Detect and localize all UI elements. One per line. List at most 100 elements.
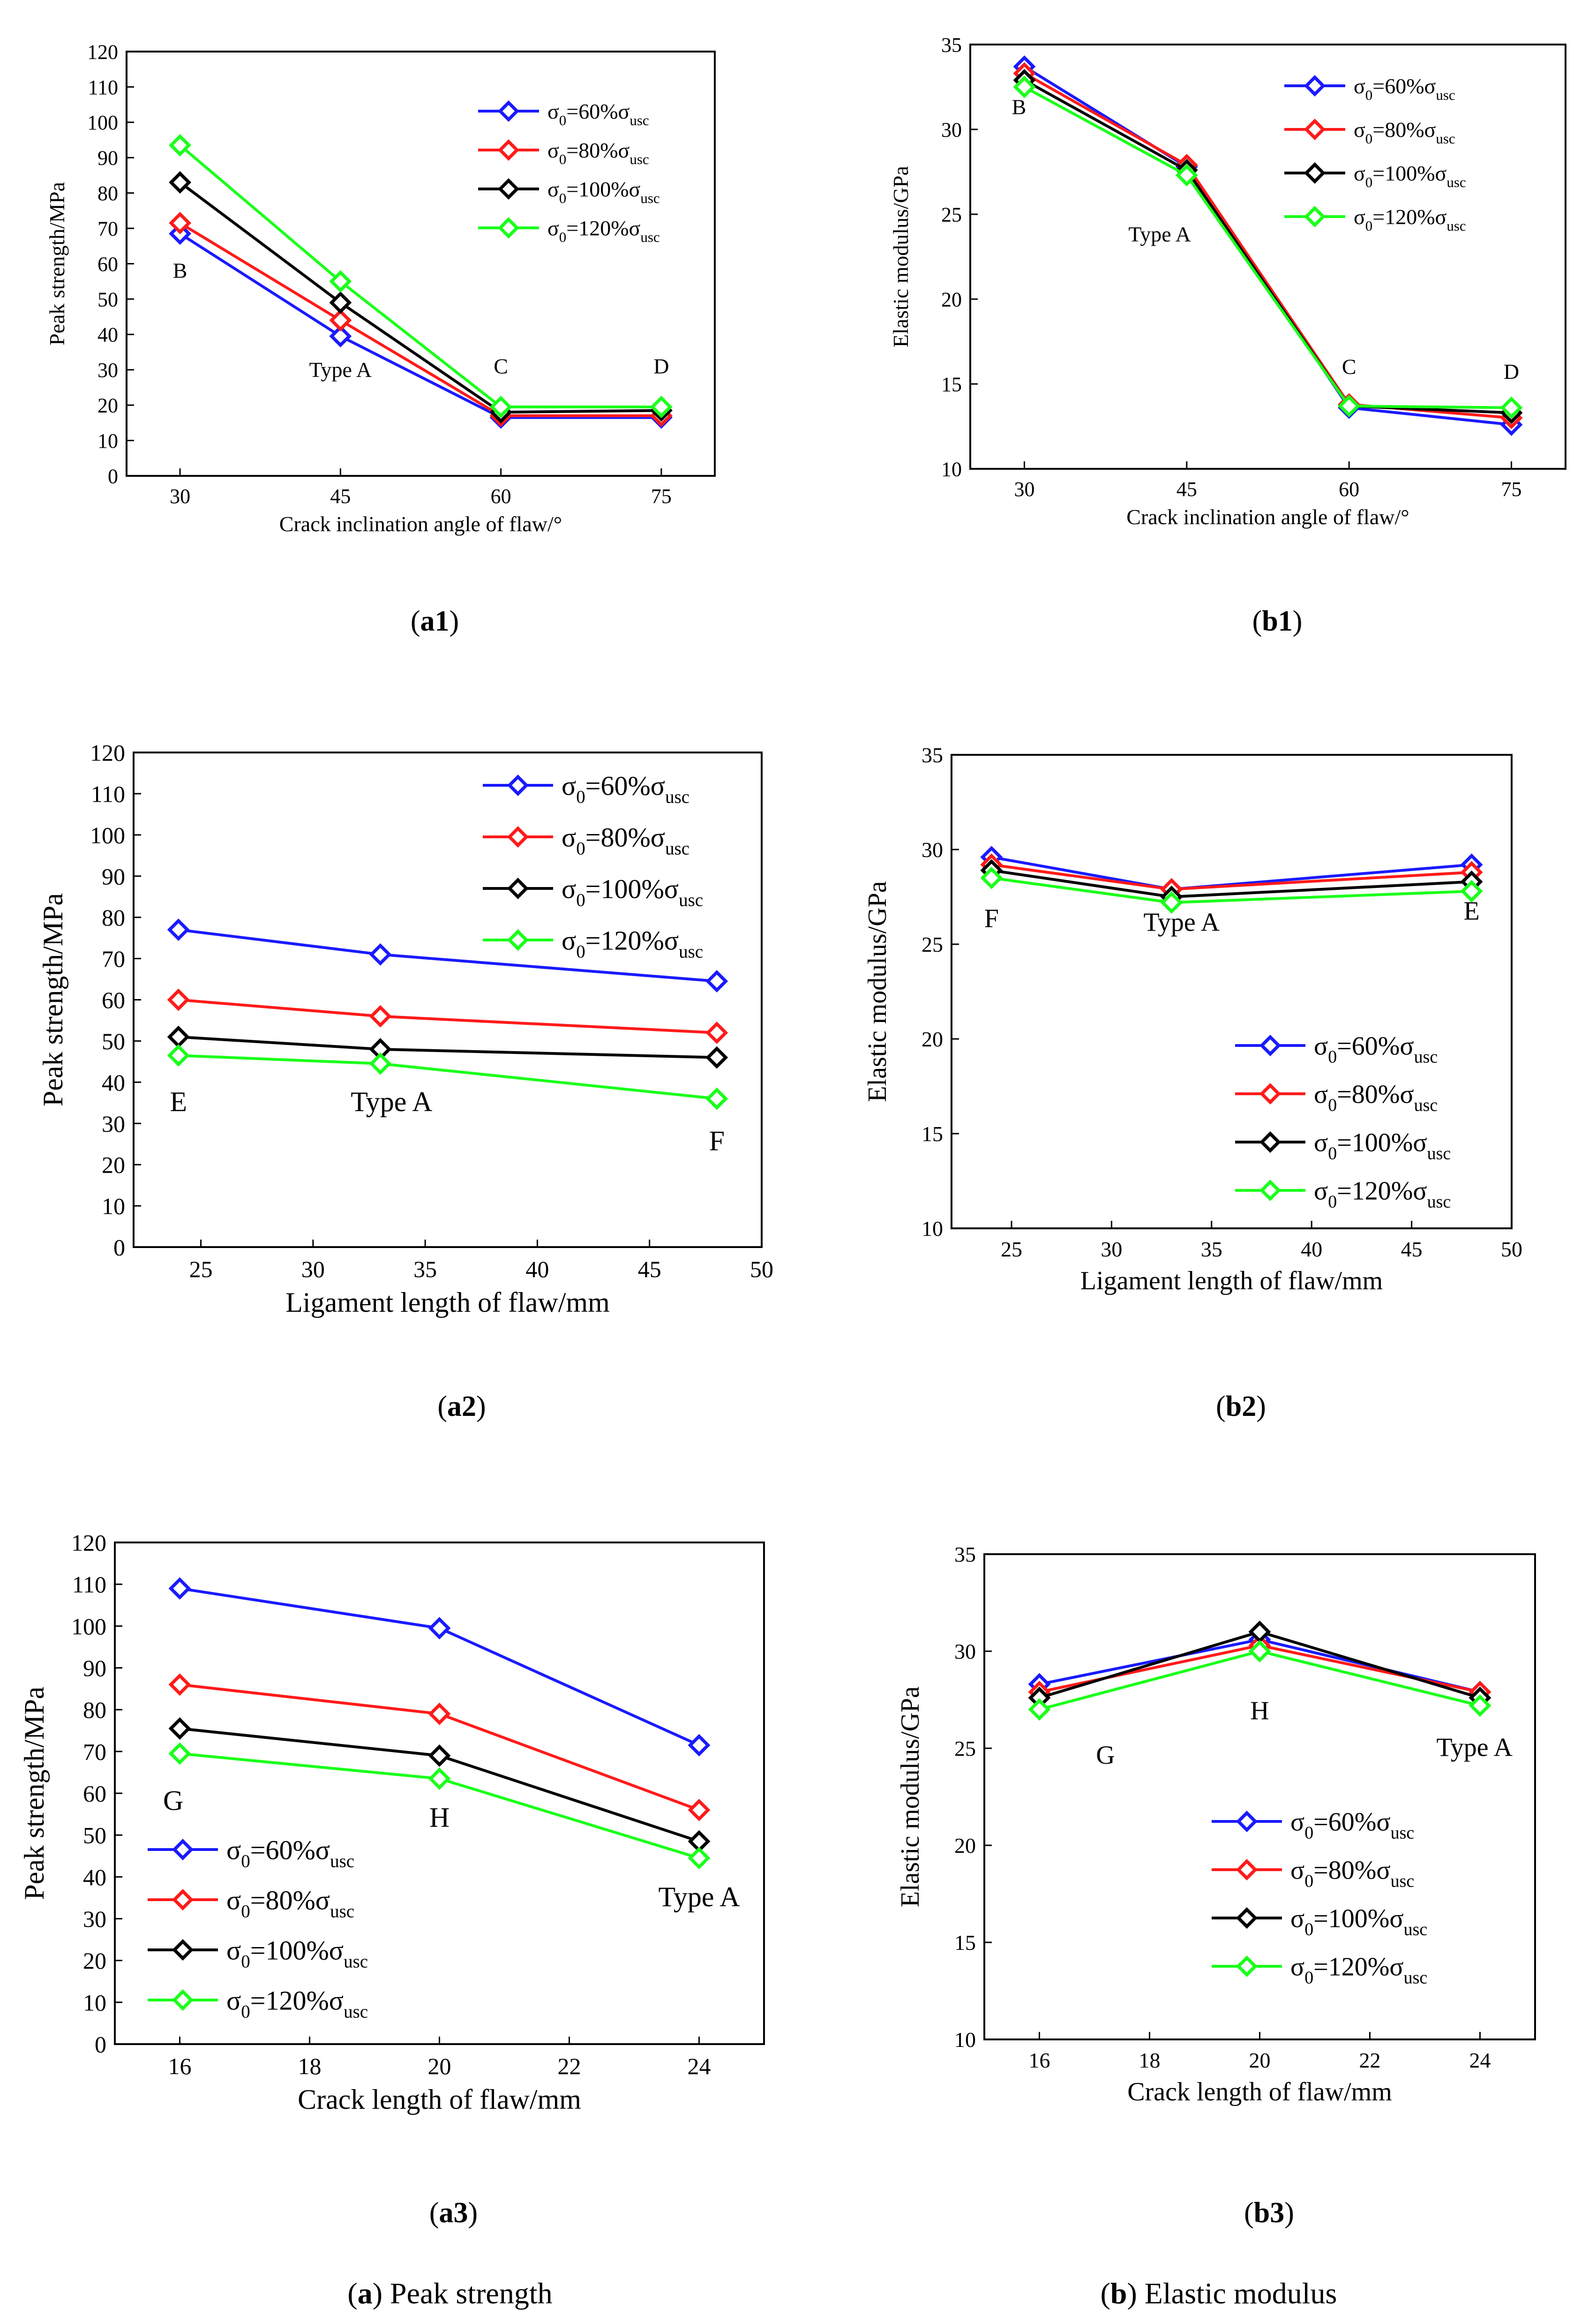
- data-point: [705, 970, 728, 993]
- legend-label-part: =60%σ: [1337, 1032, 1414, 1061]
- data-point: [329, 270, 352, 293]
- y-tick-label: 25: [922, 933, 943, 956]
- x-tick-label: 25: [189, 1256, 213, 1282]
- data-point: [329, 309, 352, 332]
- x-tick-label: 60: [1339, 478, 1359, 501]
- series-line: [1023, 72, 1512, 420]
- y-tick-label: 25: [954, 1737, 976, 1760]
- panel-caption-close: ): [450, 605, 459, 637]
- y-tick-label: 30: [83, 1906, 106, 1932]
- chart-panel-b3: 10 15 20 25 30 35 16 18 20 22 24 Crack length of fl…: [896, 1542, 1536, 2229]
- legend-label-part: 0: [1304, 1823, 1313, 1843]
- data-point: [1500, 396, 1523, 419]
- legend-label-part: σ: [226, 1885, 241, 1915]
- y-tick-label: 0: [113, 1234, 125, 1261]
- chart-panel-a3: 0 10 20 30 40 50 60 70 80 90 100 110 120 16 18 20 22 24 Cr…: [19, 1530, 765, 2229]
- y-tick-label: 60: [102, 987, 125, 1013]
- x-axis-label: Ligament length of flaw/mm: [285, 1287, 610, 1318]
- legend-label-part: =80%σ: [250, 1885, 330, 1915]
- y-tick-label: 20: [83, 1948, 106, 1974]
- panel-caption: (a3): [429, 2197, 478, 2229]
- legend-marker: [172, 1889, 194, 1910]
- y-tick-label: 10: [922, 1217, 943, 1241]
- x-tick-label: 75: [651, 485, 672, 508]
- legend-label-part: =80%σ: [1313, 1856, 1390, 1885]
- y-tick-label: 20: [941, 288, 962, 311]
- legend-label-part: 0: [1328, 1047, 1337, 1067]
- legend-label-part: 0: [559, 112, 567, 128]
- panel-caption: (b3): [1244, 2197, 1294, 2229]
- data-point: [167, 1025, 190, 1048]
- legend-label-part: =80%σ: [1372, 118, 1436, 142]
- y-tick-label: 30: [97, 359, 118, 382]
- legend-marker: [498, 139, 519, 161]
- panel-caption-open: (: [437, 1391, 447, 1422]
- y-tick-label: 25: [941, 203, 962, 226]
- data-point: [168, 1742, 191, 1765]
- series-line: [1024, 85, 1512, 409]
- legend-label-part: =100%σ: [250, 1935, 344, 1965]
- y-tick-label: 35: [941, 33, 962, 56]
- y-tick-label: 30: [941, 118, 962, 141]
- series-line: [179, 181, 661, 414]
- y-tick-label: 60: [83, 1781, 106, 1807]
- panel-caption-open: (: [1252, 605, 1262, 637]
- legend-label-part: σ: [1314, 1177, 1328, 1206]
- y-tick-label: 30: [922, 838, 943, 862]
- caption-elastic-modulus: (b) Elastic modulus: [1100, 2277, 1337, 2310]
- legend-label-part: σ: [226, 1835, 241, 1865]
- legend-label-part: =60%σ: [1313, 1808, 1390, 1837]
- y-tick-label: 35: [922, 743, 943, 767]
- caption-b-letter: b: [1110, 2277, 1127, 2310]
- legend-marker: [1236, 1955, 1258, 1977]
- legend-label-part: =100%σ: [1372, 161, 1446, 185]
- panel-caption-close: ): [1256, 1391, 1266, 1422]
- legend-label: σ0=120%σusc: [562, 925, 703, 962]
- legend-label-part: usc: [1404, 1968, 1428, 1988]
- legend-label-part: usc: [1391, 1823, 1415, 1843]
- legend-label-part: usc: [1427, 1192, 1451, 1212]
- x-axis-label: Crack inclination angle of flaw/°: [1126, 505, 1409, 529]
- data-point: [169, 134, 192, 157]
- panel-caption-label: a2: [447, 1391, 476, 1422]
- legend-label-part: σ: [1354, 74, 1365, 98]
- legend-label-part: 0: [576, 838, 585, 858]
- legend-label-part: usc: [330, 1851, 354, 1871]
- y-tick-label: 110: [72, 1572, 106, 1598]
- point-annotation: C: [494, 354, 508, 378]
- legend-label: σ0=60%σusc: [1290, 1808, 1414, 1843]
- panel-caption: (b1): [1252, 605, 1303, 637]
- y-tick-label: 50: [102, 1028, 125, 1054]
- point-annotation: Type A: [1144, 908, 1220, 937]
- data-point: [428, 1744, 451, 1767]
- x-tick-label: 50: [1501, 1237, 1522, 1261]
- y-tick-label: 10: [954, 2028, 976, 2052]
- legend-label-part: 0: [1328, 1144, 1337, 1164]
- chart-panel-a2: 0 10 20 30 40 50 60 70 80 90 100 110 120 25 30 35 40 45 50…: [37, 740, 773, 1423]
- point-annotation: F: [984, 904, 999, 933]
- panel-caption-close: ): [468, 2197, 478, 2229]
- legend-label-part: =120%σ: [250, 1985, 344, 2016]
- legend-marker: [507, 775, 529, 796]
- legend-label-part: =100%σ: [1313, 1904, 1403, 1933]
- legend-marker: [1259, 1180, 1281, 1201]
- y-tick-label: 120: [87, 40, 118, 63]
- legend-label: σ0=100%σusc: [1354, 161, 1466, 190]
- data-point: [428, 1617, 451, 1640]
- plot-frame: [969, 44, 1566, 470]
- legend-label-part: usc: [665, 838, 689, 858]
- y-tick-label: 20: [922, 1027, 943, 1051]
- legend-label-part: σ: [1314, 1080, 1328, 1109]
- x-tick-label: 30: [1101, 1237, 1122, 1261]
- legend-label-part: 0: [241, 1851, 250, 1871]
- data-point: [167, 1044, 190, 1067]
- legend-label-part: usc: [1436, 87, 1455, 103]
- legend-label: σ0=60%σusc: [226, 1835, 354, 1871]
- legend-label-part: σ: [226, 1985, 241, 2016]
- legend-label-part: =100%σ: [1337, 1128, 1427, 1158]
- data-point: [167, 918, 190, 941]
- legend-label-part: usc: [679, 941, 703, 962]
- y-axis-label: Peak strength/MPa: [45, 182, 69, 346]
- data-point: [705, 1046, 728, 1069]
